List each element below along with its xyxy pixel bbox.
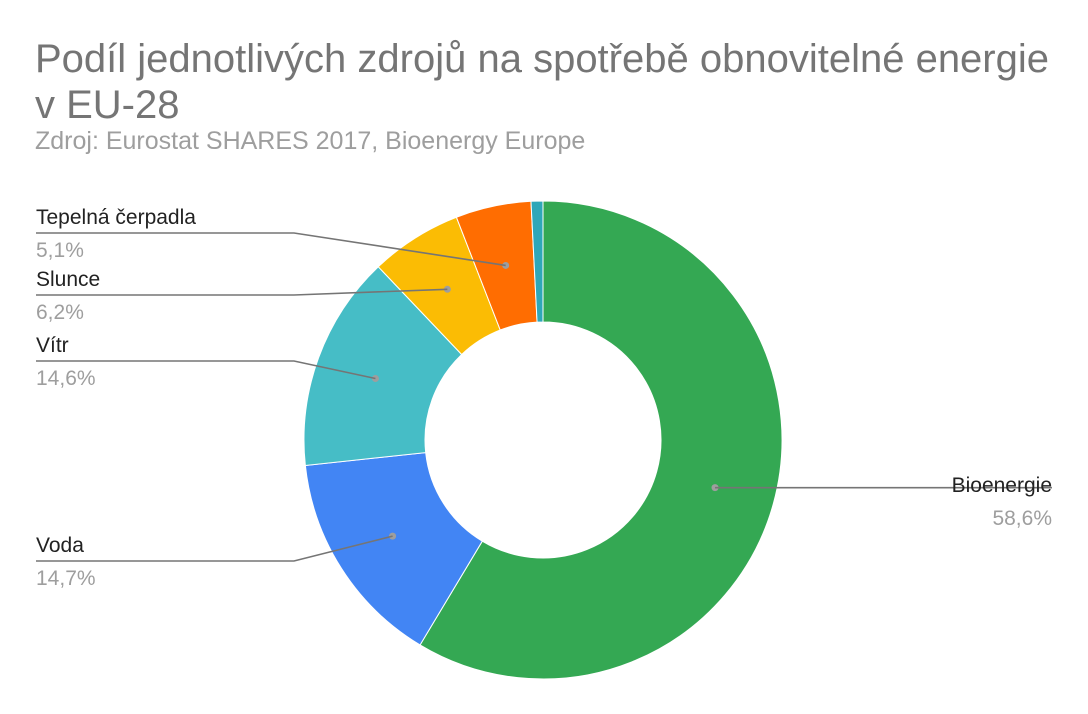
value-label-slunce: 6,2% <box>36 301 84 324</box>
leader-line-slunce <box>36 288 448 296</box>
slice-geotermalni <box>530 200 544 323</box>
value-label-vitr: 14,6% <box>36 367 96 390</box>
value-label-bioenergie: 58,6% <box>992 507 1052 530</box>
chart-title: Podíl jednotlivých zdrojů na spotřebě ob… <box>35 37 1050 127</box>
slice-bioenergie <box>419 200 783 680</box>
slice-vitr <box>303 266 463 467</box>
value-label-tepelna-cerpadla: 5,1% <box>36 239 84 262</box>
leader-line-voda <box>36 535 393 562</box>
chart-subtitle: Zdroj: Eurostat SHARES 2017, Bioenergy E… <box>35 127 586 155</box>
slices-group <box>303 200 783 680</box>
value-label-voda: 14,7% <box>36 567 96 590</box>
slice-voda <box>304 452 483 646</box>
leader-lines-group <box>36 232 1052 562</box>
labels-group: Bioenergie 58,6% Voda 14,7% Vítr 14,6% Slunce 6… <box>36 206 1052 590</box>
leader-line-tepelna-cerpadla <box>36 232 506 267</box>
label-bioenergie: Bioenergie <box>952 474 1052 497</box>
label-slunce: Slunce <box>36 268 100 291</box>
label-vitr: Vítr <box>36 334 69 357</box>
label-voda: Voda <box>36 534 84 557</box>
label-tepelna-cerpadla: Tepelná čerpadla <box>36 206 196 229</box>
leader-line-vitr <box>36 360 376 380</box>
